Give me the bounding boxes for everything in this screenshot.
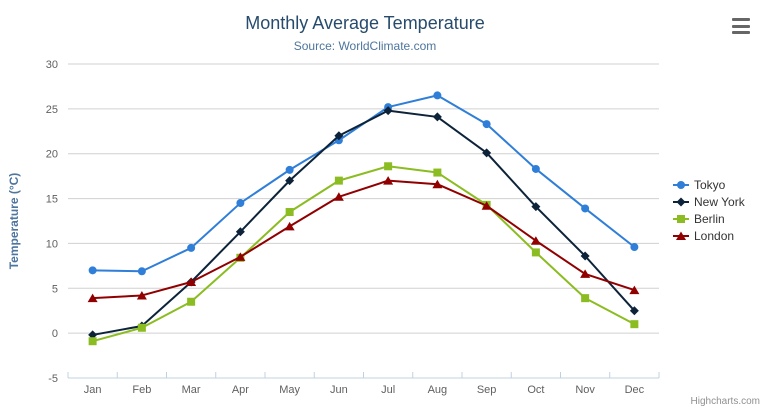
data-point-london[interactable] [481,201,492,210]
data-point-london[interactable] [284,221,295,231]
data-point-tokyo[interactable] [482,120,491,129]
legend-symbol[interactable] [676,197,686,206]
data-point-london[interactable] [87,293,98,303]
legend-label: Tokyo [694,177,726,192]
x-axis-label: Aug [428,384,448,396]
data-point-new-york[interactable] [285,176,295,186]
x-axis-label: Mar [182,384,201,396]
chart-subtitle: Source: WorldClimate.com [293,39,437,53]
data-point-berlin[interactable] [630,320,639,329]
series-line-london [91,179,636,300]
data-point-tokyo[interactable] [630,243,639,252]
legend-label: London [694,228,735,243]
legend-symbol[interactable] [676,231,686,240]
y-axis-label: 0 [52,328,58,340]
data-point-new-york[interactable] [432,112,442,122]
data-point-new-york[interactable] [88,330,98,340]
data-point-berlin[interactable] [531,248,540,257]
hamburger-icon [732,24,750,28]
data-point-london[interactable] [629,285,640,295]
x-axis-label: Jun [330,384,348,396]
hamburger-icon [732,18,750,21]
legend-item-tokyo[interactable]: Tokyo [673,176,745,193]
data-point-new-york[interactable] [580,251,590,261]
y-axis-label: -5 [48,373,58,385]
data-point-berlin[interactable] [187,297,196,306]
data-point-berlin[interactable] [581,294,590,303]
legend-marker-circle-icon [673,180,689,189]
data-point-new-york[interactable] [235,227,245,237]
x-axis-label: Jan [84,384,102,396]
legend-label: Berlin [694,211,725,226]
x-axis-label: Dec [625,384,645,396]
series-line-tokyo [91,94,636,273]
y-axis-label: 20 [46,149,58,161]
x-axis-label: May [279,384,300,396]
legend-marker-diamond-icon [673,197,689,206]
data-point-tokyo[interactable] [581,204,590,213]
data-point-london[interactable] [235,252,246,261]
data-point-tokyo[interactable] [236,199,245,208]
x-axis-label: Feb [132,384,151,396]
x-axis-label: Oct [527,384,544,396]
data-point-london[interactable] [432,179,443,189]
y-axis-label: 25 [46,104,58,116]
data-point-berlin[interactable] [433,168,442,177]
credits-link[interactable]: Highcharts.com [690,396,760,407]
data-point-berlin[interactable] [334,176,343,185]
legend: Tokyo New York Berlin London [673,176,745,244]
x-axis-label: Jul [381,384,395,396]
export-menu-button[interactable] [729,15,753,37]
legend-item-berlin[interactable]: Berlin [673,210,745,227]
data-point-london[interactable] [136,290,147,300]
data-point-berlin[interactable] [88,337,97,346]
data-point-tokyo[interactable] [285,165,294,174]
series-line-berlin [91,165,636,343]
data-point-tokyo[interactable] [137,267,146,276]
legend-symbol[interactable] [677,214,685,223]
data-point-tokyo[interactable] [88,266,97,275]
legend-symbol[interactable] [677,180,685,189]
data-point-new-york[interactable] [531,202,541,212]
chart-title: Monthly Average Temperature [245,13,485,33]
y-axis-label: 10 [46,238,58,250]
data-point-new-york[interactable] [482,148,492,158]
data-point-london[interactable] [383,176,394,185]
data-point-london[interactable] [580,269,591,278]
series-new-york [88,106,639,340]
y-axis-label: 30 [46,59,58,71]
data-point-tokyo[interactable] [187,243,196,252]
x-axis-label: Apr [232,384,249,396]
data-point-new-york[interactable] [629,306,639,316]
data-point-tokyo[interactable] [531,164,540,173]
series-tokyo [88,91,639,276]
y-axis-label: 5 [52,283,58,295]
data-point-berlin[interactable] [384,162,393,171]
data-point-london[interactable] [333,192,344,201]
data-point-berlin[interactable] [137,323,146,332]
data-point-london[interactable] [530,236,541,245]
legend-marker-triangle-icon [673,231,689,240]
legend-label: New York [694,194,745,209]
x-axis-label: Nov [575,384,595,396]
x-axis-label: Sep [477,384,497,396]
legend-marker-square-icon [673,214,689,223]
y-axis-label: 15 [46,194,58,206]
series-london [87,176,640,303]
data-point-berlin[interactable] [285,208,294,217]
data-point-new-york[interactable] [334,131,344,141]
legend-item-new-york[interactable]: New York [673,193,745,210]
data-point-london[interactable] [186,277,197,287]
series-line-new-york [91,109,636,336]
data-point-tokyo[interactable] [433,91,442,100]
data-point-new-york[interactable] [383,106,393,116]
legend-item-london[interactable]: London [673,227,745,244]
hamburger-icon [732,31,750,34]
